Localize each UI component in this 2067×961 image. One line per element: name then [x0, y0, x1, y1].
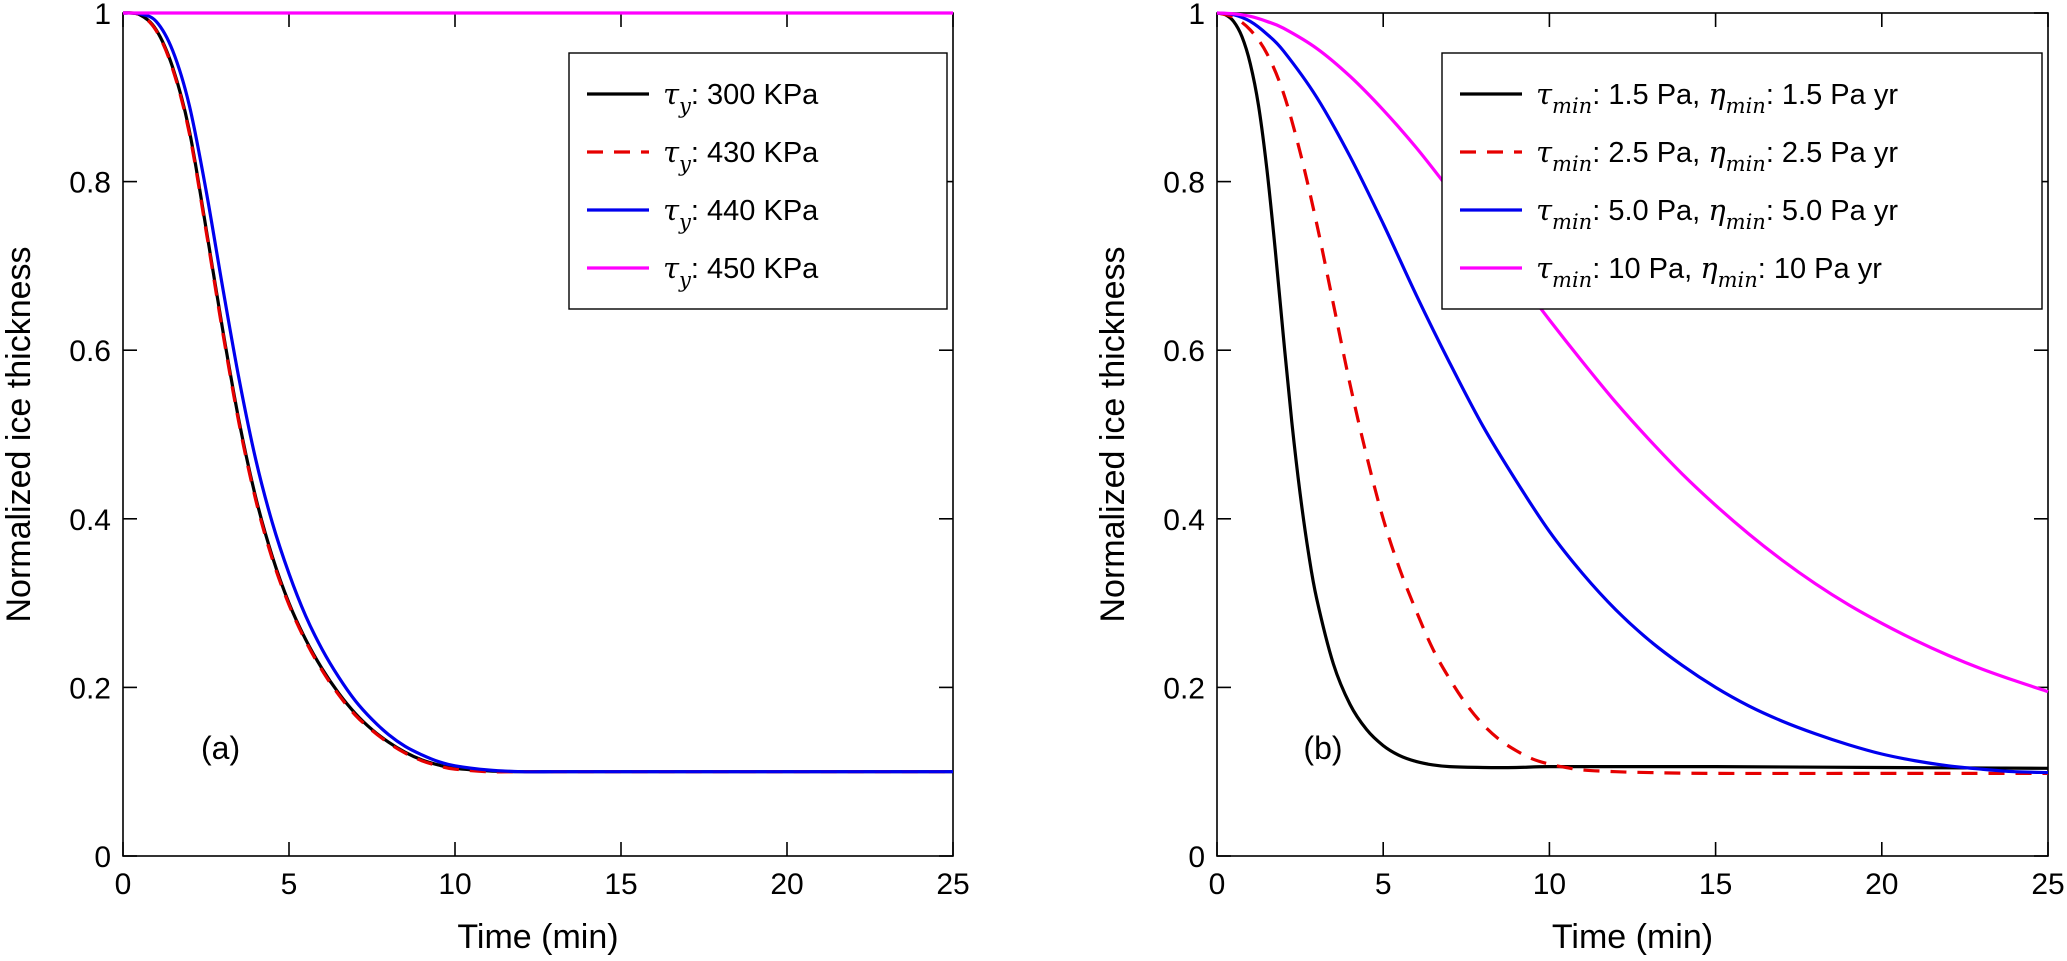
- y-tick-label: 1: [94, 0, 111, 31]
- x-tick-label: 5: [281, 868, 298, 901]
- legend-entry-label: τmin: 5.0 Pa, ηmin: 5.0 Pa yr: [1536, 193, 1898, 234]
- x-tick-label: 0: [1209, 868, 1226, 901]
- x-tick-label: 25: [936, 868, 969, 901]
- legend-entry-label: τmin: 2.5 Pa, ηmin: 2.5 Pa yr: [1536, 135, 1898, 176]
- series-line-b-0: [1216, 11, 2049, 770]
- legend-box: [568, 52, 948, 310]
- legend: τy: 300 KPa τy: 430 KPa τy: 440 KPa τy: 450…: [568, 52, 948, 310]
- chart-panel-b: 0 5 10 15 20 25 0 0.2 0.4 0.6 0.8 1 Time (min) Normal…: [1033, 0, 2067, 961]
- legend-entry-label: τmin: 10 Pa, ηmin: 10 Pa yr: [1536, 251, 1882, 292]
- x-axis-label: Time (min): [1552, 918, 1713, 956]
- legend-entry-label: τy: 440 KPa: [663, 193, 819, 234]
- y-tick-label: 0.4: [69, 504, 111, 537]
- x-tick-label: 20: [1865, 868, 1898, 901]
- panel-label: (a): [201, 730, 240, 766]
- series-line-b-1: [1216, 11, 2048, 776]
- x-tick-label: 15: [604, 868, 637, 901]
- series-line-a-2: [122, 11, 953, 774]
- legend-entry-label: τy: 430 KPa: [663, 135, 819, 176]
- x-tick-label: 0: [115, 868, 132, 901]
- y-tick-label: 0.2: [1163, 672, 1205, 705]
- series-group: [1216, 11, 2049, 776]
- x-tick-label: 15: [1699, 868, 1732, 901]
- y-tick-label: 0.2: [69, 672, 111, 705]
- y-tick-label: 1: [1188, 0, 1205, 31]
- x-tick-label: 10: [1533, 868, 1566, 901]
- x-tick-label: 10: [438, 868, 471, 901]
- y-tick-label: 0: [1188, 841, 1205, 874]
- legend: τmin: 1.5 Pa, ηmin: 1.5 Pa yr τmin: 2.5 P…: [1441, 52, 2043, 310]
- y-tick-label: 0.4: [1163, 504, 1205, 537]
- y-tick-label: 0: [94, 841, 111, 874]
- panel-label: (b): [1303, 730, 1342, 766]
- chart-panel-a: 0 5 10 15 20 25 0 0.2 0.4 0.6 0.8 1 Time (min) Normal…: [0, 0, 1033, 961]
- y-tick-label: 0.8: [1163, 167, 1205, 200]
- x-tick-label: 25: [2031, 868, 2064, 901]
- series-line-b-2: [1216, 11, 2049, 775]
- y-tick-label: 0.6: [69, 335, 111, 368]
- chart-b-svg: 0 5 10 15 20 25 0 0.2 0.4 0.6 0.8 1 Time (min) Normal…: [1094, 0, 2065, 956]
- x-tick-label: 20: [770, 868, 803, 901]
- axes-box: [1216, 12, 2049, 857]
- series-line-b-3: [1216, 11, 2049, 694]
- legend-entry-label: τy: 450 KPa: [663, 251, 819, 292]
- legend-entry-label: τmin: 1.5 Pa, ηmin: 1.5 Pa yr: [1536, 77, 1898, 118]
- y-tick-label: 0.8: [69, 167, 111, 200]
- series-group: [122, 11, 953, 774]
- legend-box: [1441, 52, 2043, 310]
- x-axis-label: Time (min): [457, 918, 618, 956]
- x-tick-label: 5: [1375, 868, 1392, 901]
- y-axis-label: Normalized ice thickness: [0, 246, 38, 622]
- chart-a-svg: 0 5 10 15 20 25 0 0.2 0.4 0.6 0.8 1 Time (min) Normal…: [0, 0, 970, 956]
- legend-entry-label: τy: 300 KPa: [663, 77, 819, 118]
- y-axis-label: Normalized ice thickness: [1094, 246, 1132, 622]
- y-tick-label: 0.6: [1163, 335, 1205, 368]
